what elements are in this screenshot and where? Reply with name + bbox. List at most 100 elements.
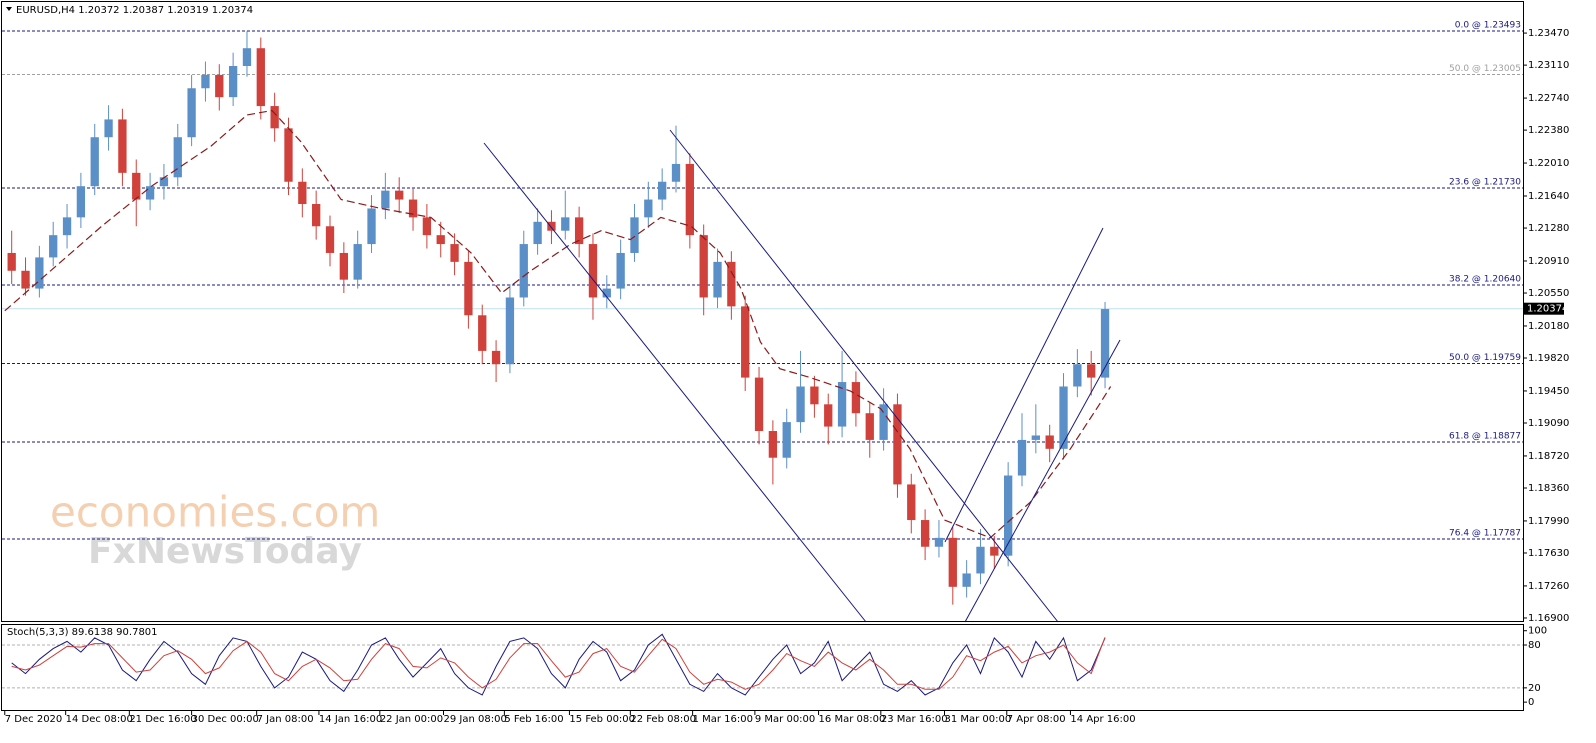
candle-body xyxy=(505,297,515,365)
candle-body xyxy=(7,252,16,271)
x-tick-label: 22 Jan 00:00 xyxy=(380,714,443,725)
channel-line xyxy=(964,339,1121,623)
stoch-line xyxy=(11,633,1106,696)
x-tick-label: 15 Feb 00:00 xyxy=(569,714,635,725)
candle-body xyxy=(21,270,30,289)
candle-body xyxy=(574,217,584,245)
fib-label: 0.0 @ 1.23493 xyxy=(1455,21,1521,31)
candle-body xyxy=(298,181,307,205)
candle-body xyxy=(464,261,473,316)
candle-body xyxy=(215,74,224,98)
candle-body xyxy=(1073,364,1082,387)
candle-body xyxy=(270,106,279,129)
candle-body xyxy=(132,172,141,200)
candle-body xyxy=(948,537,957,587)
candle-body xyxy=(478,315,487,351)
candle-body xyxy=(1004,475,1013,556)
candle-body xyxy=(893,404,902,485)
candle-body xyxy=(879,404,888,440)
candle-body xyxy=(588,244,598,298)
candle-body xyxy=(934,537,944,547)
x-tick-label: 9 Mar 00:00 xyxy=(755,714,815,725)
candle-body xyxy=(242,48,252,67)
stoch-line xyxy=(11,637,1106,690)
x-tick-label: 14 Jan 16:00 xyxy=(319,714,382,725)
candle-body xyxy=(450,244,459,262)
x-tick-label: 5 Feb 16:00 xyxy=(504,714,563,725)
y-tick-label: 1.20550 xyxy=(1528,288,1569,299)
candle-body xyxy=(824,404,833,427)
candle-body xyxy=(339,252,348,280)
candle-body xyxy=(561,217,570,231)
candle-body xyxy=(533,221,542,245)
candle-body xyxy=(325,226,335,253)
plot-layer: 1.23470 1.23110 1.22740 1.22380 1.22010 1.216… xyxy=(2,21,1569,725)
fib-label: 23.6 @ 1.21730 xyxy=(1449,177,1521,187)
candle-body xyxy=(741,306,750,378)
candle-body xyxy=(395,190,404,200)
stoch-panel xyxy=(1,624,1524,711)
candle-body xyxy=(699,235,708,298)
candle-body xyxy=(201,74,210,89)
candle-body xyxy=(173,137,182,178)
fib-label: 61.8 @ 1.18877 xyxy=(1449,431,1521,441)
candle-body xyxy=(658,181,667,200)
candle-body xyxy=(907,484,916,521)
x-tick-label: 1 Mar 16:00 xyxy=(693,714,753,725)
trend-channels xyxy=(483,129,1121,623)
fib-label: 38.2 @ 1.20640 xyxy=(1449,275,1521,285)
candle-body xyxy=(1100,309,1110,378)
y-tick-label: 1.19090 xyxy=(1528,418,1569,429)
x-tick-label: 14 Apr 16:00 xyxy=(1070,714,1135,725)
y-tick-label: 1.22010 xyxy=(1528,158,1569,169)
candle-body xyxy=(768,431,778,458)
x-tick-label: 29 Jan 08:00 xyxy=(443,714,506,725)
y-tick-label: 1.23470 xyxy=(1528,28,1569,39)
x-tick-label: 30 Dec 00:00 xyxy=(192,714,259,725)
candle-body xyxy=(353,244,362,280)
candle-body xyxy=(1031,435,1040,440)
candle-body xyxy=(118,119,127,173)
y-tick-label: 1.21640 xyxy=(1528,191,1569,202)
channel-line xyxy=(483,142,867,623)
y-tick-label: 1.17260 xyxy=(1528,581,1569,592)
channel-line xyxy=(669,129,1059,623)
candle-body xyxy=(1059,386,1068,449)
candle-body xyxy=(187,88,196,138)
y-tick-label: 0 xyxy=(1528,697,1534,708)
x-tick-label: 7 Dec 2020 xyxy=(5,714,63,725)
channel-line xyxy=(944,227,1104,543)
candle-body xyxy=(962,573,971,587)
candle-body xyxy=(284,128,293,182)
candle-body xyxy=(727,261,736,307)
candle-body xyxy=(671,163,681,182)
watermark: FxNewsToday xyxy=(88,531,362,572)
y-tick-label: 1.22740 xyxy=(1528,93,1569,104)
fib-label: 50.0 @ 1.23005 xyxy=(1449,64,1521,74)
candle-body xyxy=(1087,364,1096,378)
last-price-box xyxy=(1524,302,1564,315)
candle-body xyxy=(865,413,874,440)
fib-label: 50.0 @ 1.19759 xyxy=(1449,353,1521,363)
fib-label: 76.4 @ 1.17787 xyxy=(1449,529,1521,539)
candle-body xyxy=(547,221,556,231)
candle-body xyxy=(256,48,265,107)
candle-body xyxy=(519,244,528,298)
candle-body xyxy=(630,217,639,253)
y-tick-label: 1.17990 xyxy=(1528,516,1569,527)
candle-body xyxy=(491,350,501,365)
candle-body xyxy=(367,208,376,245)
candle-body xyxy=(76,186,86,218)
candle-body xyxy=(422,217,432,236)
menu-arrow[interactable] xyxy=(6,7,12,11)
candle-body xyxy=(602,288,611,298)
y-tick-label: 1.16900 xyxy=(1528,613,1569,624)
candle-body xyxy=(616,252,625,289)
candle-body xyxy=(312,204,321,227)
price-panel xyxy=(1,1,1524,622)
x-tick-label: 22 Feb 08:00 xyxy=(630,714,696,725)
y-tick-label: 1.19450 xyxy=(1528,386,1569,397)
candle-body xyxy=(976,546,985,574)
